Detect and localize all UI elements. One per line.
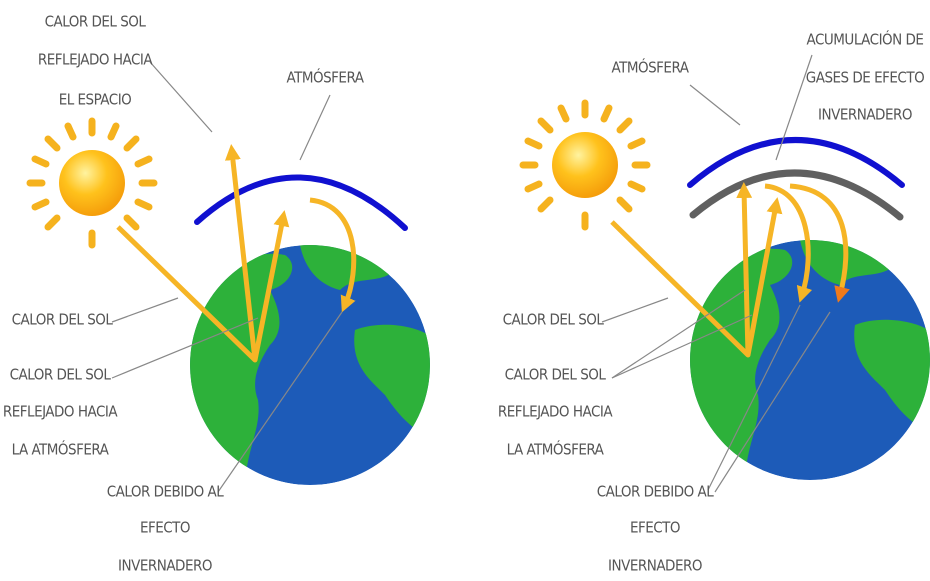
right-panel: ATMÓSFERA ACUMULACIÓN DE GASES DE EFECTO… bbox=[498, 30, 930, 575]
label: CALOR DEL SOL bbox=[10, 366, 112, 384]
greenhouse-arrow bbox=[309, 197, 357, 313]
label: EFECTO bbox=[630, 519, 680, 537]
label: REFLEJADO HACIA bbox=[3, 403, 118, 421]
label: CALOR DEL SOL bbox=[503, 311, 605, 329]
earth bbox=[190, 245, 430, 485]
sun bbox=[26, 117, 158, 249]
label: CALOR DEL SOL bbox=[45, 13, 147, 31]
atmosphere bbox=[194, 174, 408, 231]
label: CALOR DEBIDO AL bbox=[107, 483, 225, 501]
label: LA ATMÓSFERA bbox=[12, 440, 110, 459]
label: ATMÓSFERA bbox=[612, 58, 690, 77]
label: ACUMULACIÓN DE bbox=[807, 30, 924, 49]
earth bbox=[690, 240, 930, 480]
label: INVERNADERO bbox=[608, 557, 702, 575]
label: EL ESPACIO bbox=[59, 91, 132, 109]
label: REFLEJADO HACIA bbox=[498, 403, 613, 421]
label: CALOR DEL SOL bbox=[505, 366, 607, 384]
atmosphere bbox=[687, 137, 905, 188]
absorbed-arrow bbox=[252, 210, 290, 361]
greenhouse-arrow bbox=[789, 183, 850, 303]
sun bbox=[519, 99, 651, 231]
label: GASES DE EFECTO bbox=[806, 69, 924, 87]
absorbed-arrow bbox=[745, 197, 783, 356]
label: ATMÓSFERA bbox=[287, 68, 365, 87]
left-panel: CALOR DEL SOL REFLEJADO HACIA EL ESPACIO… bbox=[3, 13, 430, 575]
label: INVERNADERO bbox=[118, 557, 212, 575]
label: CALOR DEBIDO AL bbox=[597, 483, 715, 501]
label: INVERNADERO bbox=[818, 106, 912, 124]
label: EFECTO bbox=[140, 519, 190, 537]
label: REFLEJADO HACIA bbox=[38, 51, 153, 69]
label: CALOR DEL SOL bbox=[12, 311, 114, 329]
gas-layer bbox=[689, 169, 904, 221]
label: LA ATMÓSFERA bbox=[507, 440, 605, 459]
greenhouse-arrow bbox=[764, 183, 813, 303]
